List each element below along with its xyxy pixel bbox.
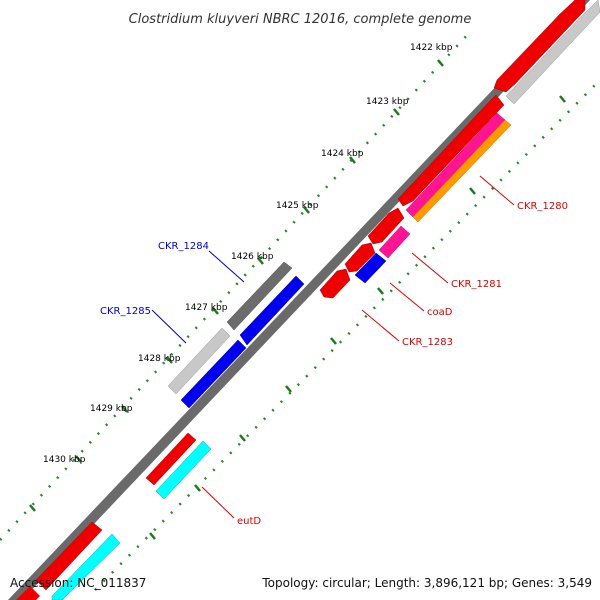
gene-arrow xyxy=(167,327,231,395)
tick-label: 1429 kbp xyxy=(90,404,133,414)
tick-label: 1430 kbp xyxy=(43,455,86,465)
gene-arrow xyxy=(367,207,405,245)
map-title: Clostridium kluyveri NBRC 12016, complet… xyxy=(129,12,472,27)
gene-arrow xyxy=(16,586,40,600)
gene-label: CKR_1281 xyxy=(451,279,502,290)
gene-arrow xyxy=(378,225,411,259)
tick-label: 1423 kbp xyxy=(366,97,409,107)
tick-label: 1428 kbp xyxy=(138,354,181,364)
gene-arrow xyxy=(405,112,506,218)
gene-arrow xyxy=(180,339,247,409)
gene-arrow xyxy=(397,94,505,207)
accession-text: Accession: NC_011837 xyxy=(10,576,146,590)
gene-leader-lines xyxy=(151,175,515,519)
tick-label: 1426 kbp xyxy=(231,252,274,262)
gene-arrow xyxy=(155,440,212,500)
gene-label: CKR_1283 xyxy=(402,337,453,348)
gene-label: CKR_1285 xyxy=(100,306,151,317)
tick-labels: 1422 kbp 1423 kbp 1424 kbp 1425 kbp 1426… xyxy=(43,43,453,465)
gene-label: coaD xyxy=(427,307,453,318)
inner-strand-features xyxy=(51,0,600,600)
gene-labels: CKR_1280 CKR_1281 coaD CKR_1283 CKR_1284… xyxy=(100,201,568,527)
tick-label: 1422 kbp xyxy=(410,43,453,53)
gene-arrow xyxy=(145,432,197,486)
gene-arrow xyxy=(51,533,121,600)
gene-arrow xyxy=(354,252,387,284)
gene-arrow xyxy=(319,268,351,299)
gene-arrow xyxy=(412,119,512,223)
outer-dotted-track xyxy=(0,31,471,541)
gene-arrow xyxy=(344,242,376,273)
tick-label: 1425 kbp xyxy=(276,201,319,211)
gene-label: eutD xyxy=(237,516,261,527)
outer-strand-features xyxy=(16,0,586,600)
inner-tick-marks xyxy=(149,95,566,540)
gene-arrow xyxy=(493,0,586,93)
gene-arrow xyxy=(226,261,293,331)
genome-summary-text: Topology: circular; Length: 3,896,121 bp… xyxy=(261,576,592,590)
tick-label: 1427 kbp xyxy=(185,303,228,313)
gene-arrow xyxy=(239,275,305,346)
tick-marks xyxy=(29,59,444,512)
tick-label: 1424 kbp xyxy=(321,149,364,159)
gene-arrow xyxy=(35,521,103,591)
gene-label: CKR_1284 xyxy=(158,241,209,252)
gene-arrow xyxy=(505,0,600,105)
gene-label: CKR_1280 xyxy=(517,201,568,212)
